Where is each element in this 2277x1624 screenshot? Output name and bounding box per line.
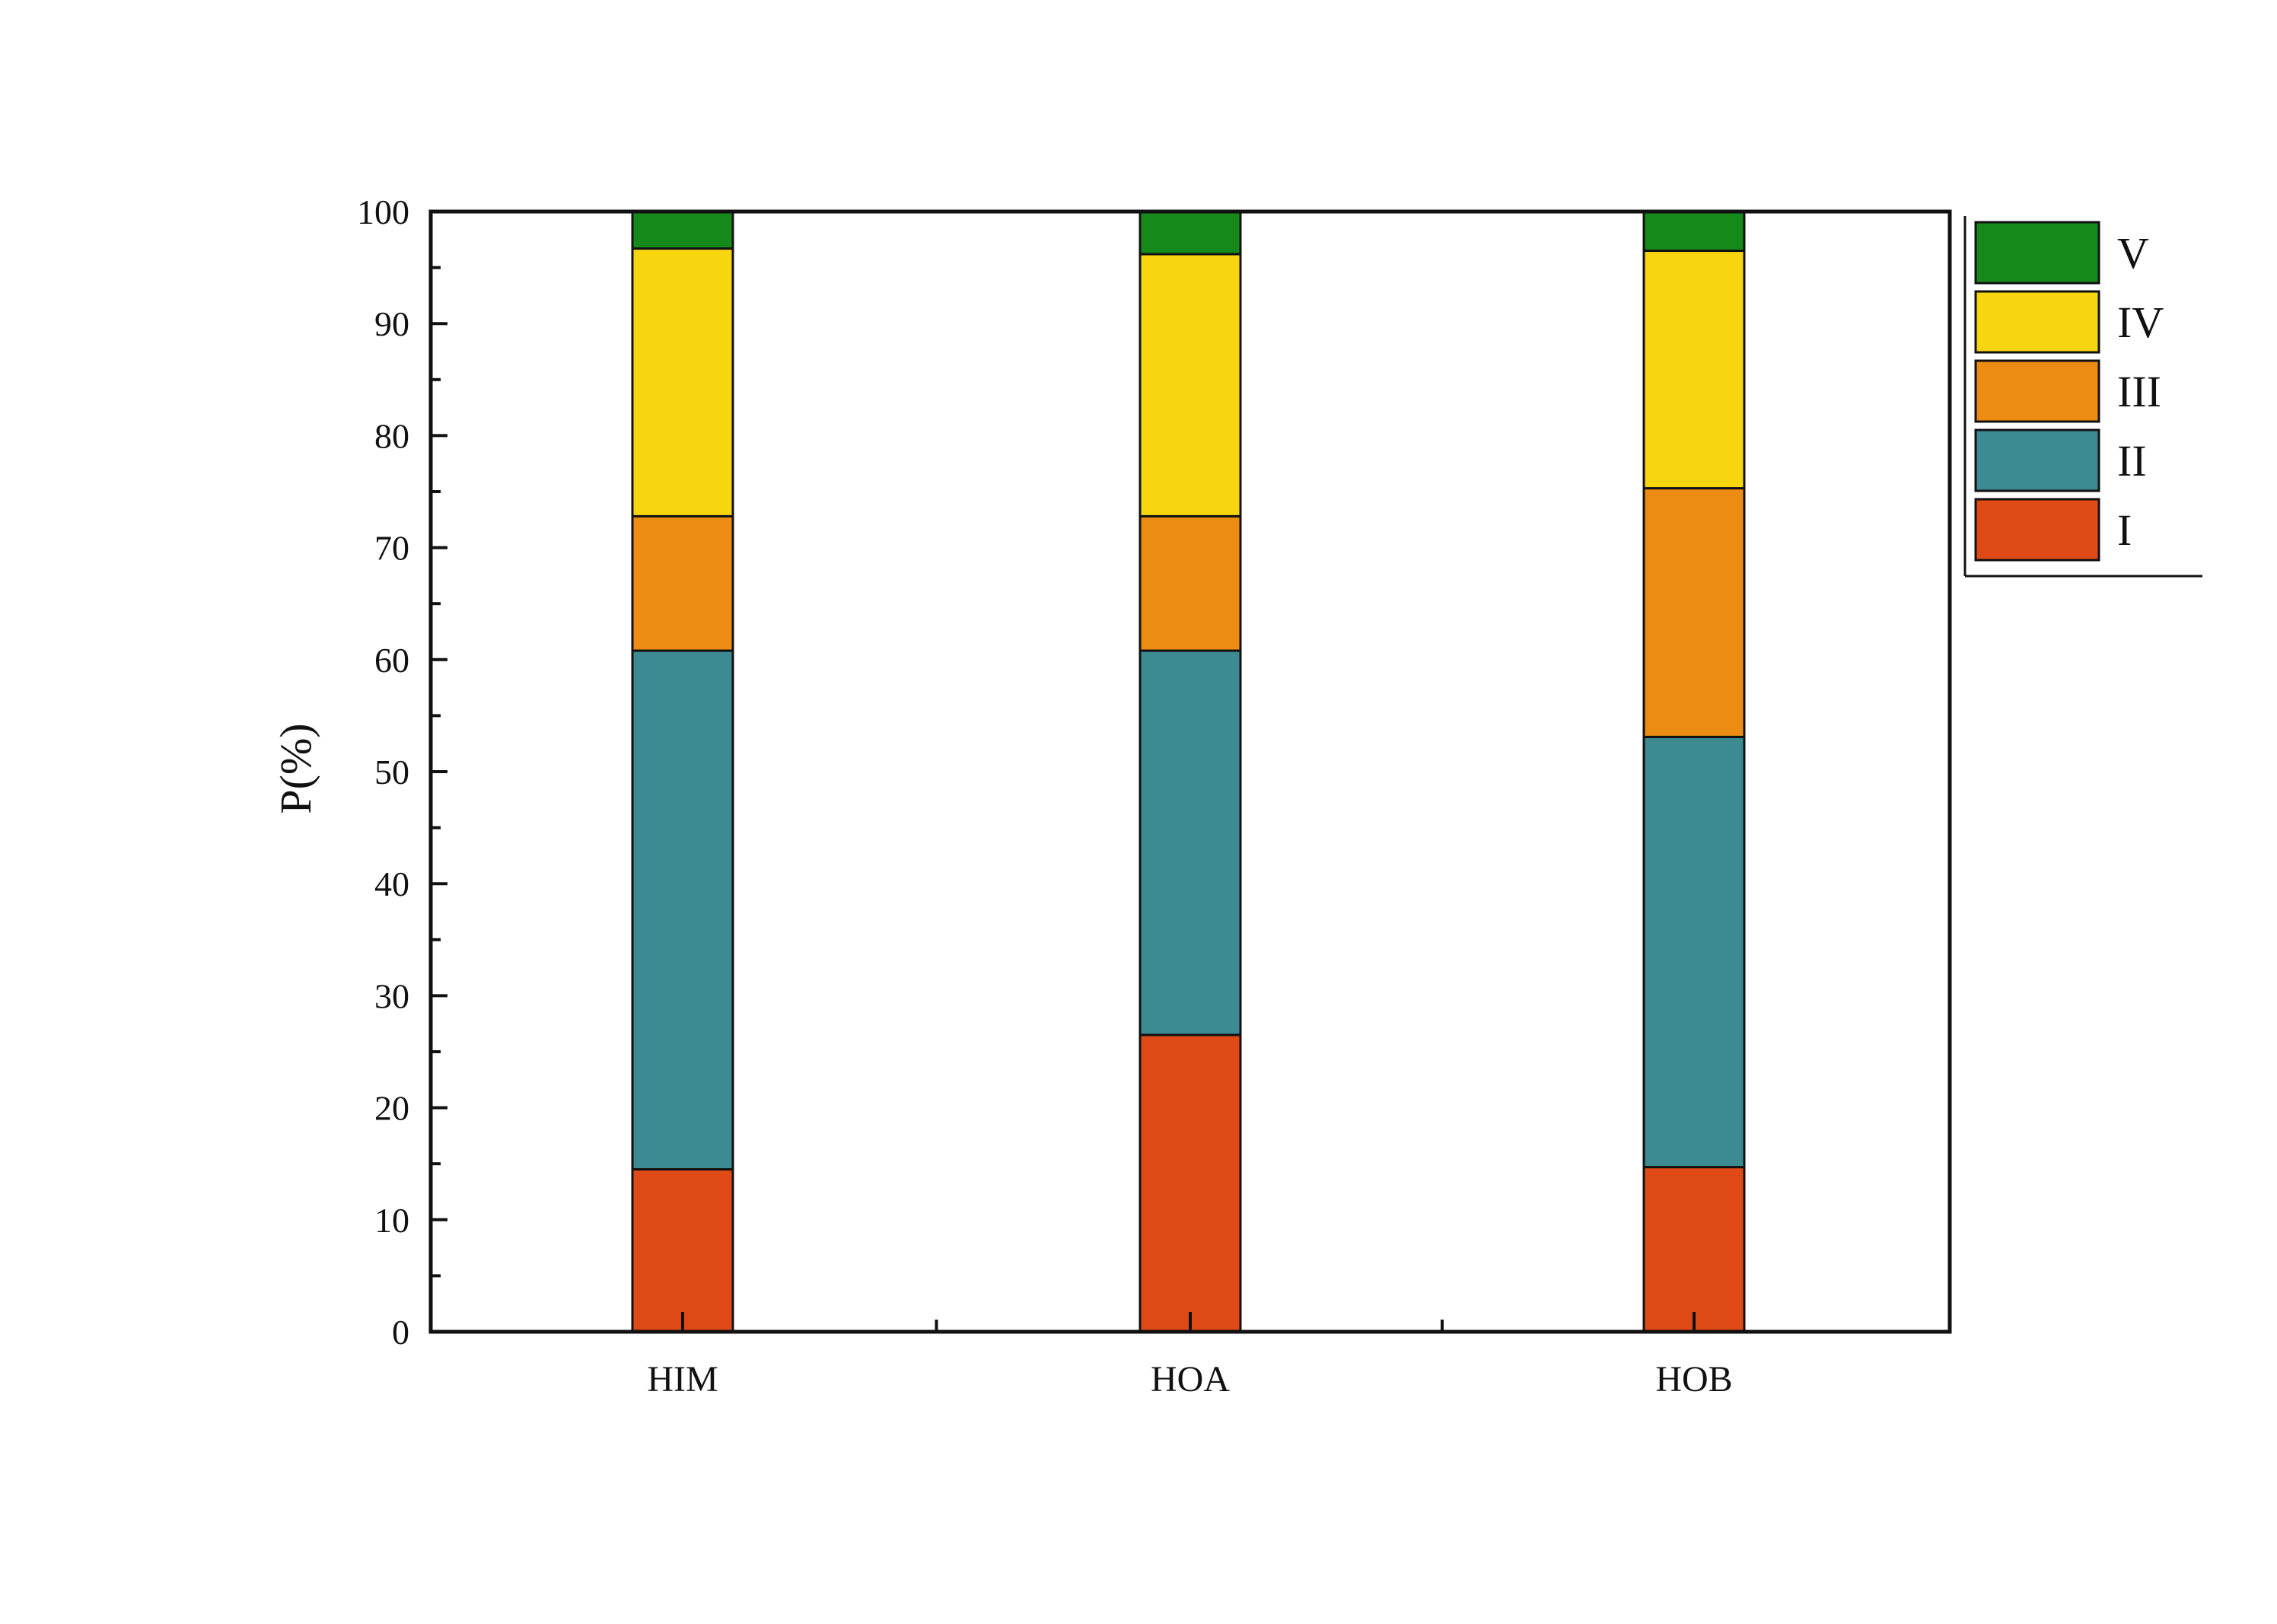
legend-swatch-i	[1974, 498, 2100, 562]
bar-hoa-v	[1138, 210, 1242, 256]
bar-him-ii	[631, 649, 734, 1171]
y-tick-label: 0	[392, 1313, 409, 1352]
labels-layer: P(%) 0 10 20 30 40 50 60 70 80 90 100 HIM HOA HOB	[271, 193, 1733, 1400]
legend-label-iv: IV	[2117, 298, 2164, 347]
bar-hoa-i	[1138, 1033, 1242, 1333]
bars-layer	[631, 210, 1746, 1333]
bar-hob-i	[1642, 1166, 1746, 1333]
legend-label-i: I	[2117, 505, 2132, 555]
legend-swatch-ii	[1974, 428, 2100, 492]
legend-label-v: V	[2117, 228, 2149, 278]
legend-swatch-iv	[1974, 290, 2100, 354]
y-tick-label: 50	[374, 753, 409, 791]
y-tick-label: 60	[374, 641, 409, 680]
y-tick-label: 40	[374, 865, 409, 903]
y-tick-label: 70	[374, 529, 409, 568]
y-tick-label: 30	[374, 976, 409, 1015]
bar-hob-ii	[1642, 735, 1746, 1169]
bar-him-i	[631, 1168, 734, 1333]
y-tick-label: 80	[374, 416, 409, 455]
bar-hoa-iii	[1138, 514, 1242, 652]
bar-hob-iii	[1642, 487, 1746, 738]
y-tick-label: 100	[357, 193, 409, 231]
bar-hob-v	[1642, 210, 1746, 253]
bar-hoa-iv	[1138, 253, 1242, 517]
y-tick-label: 90	[374, 304, 409, 343]
x-tick-label-hoa: HOA	[1151, 1359, 1230, 1400]
axis-layer	[428, 209, 1952, 1334]
x-tick-label-hob: HOB	[1655, 1359, 1732, 1400]
bar-hob-iv	[1642, 250, 1746, 490]
legend-swatch-iii	[1974, 359, 2100, 423]
legend-label-ii: II	[2117, 436, 2147, 486]
legend-label-iii: III	[2117, 367, 2161, 416]
bar-hoa-ii	[1138, 649, 1242, 1036]
legend-swatch-v	[1974, 221, 2100, 285]
y-tick-label: 20	[374, 1089, 409, 1128]
bar-him-iii	[631, 514, 734, 652]
y-axis-label: P(%)	[271, 723, 320, 814]
bar-him-v	[631, 210, 734, 250]
y-tick-label: 10	[374, 1201, 409, 1240]
bar-him-iv	[631, 247, 734, 517]
x-tick-label-him: HIM	[647, 1359, 718, 1400]
